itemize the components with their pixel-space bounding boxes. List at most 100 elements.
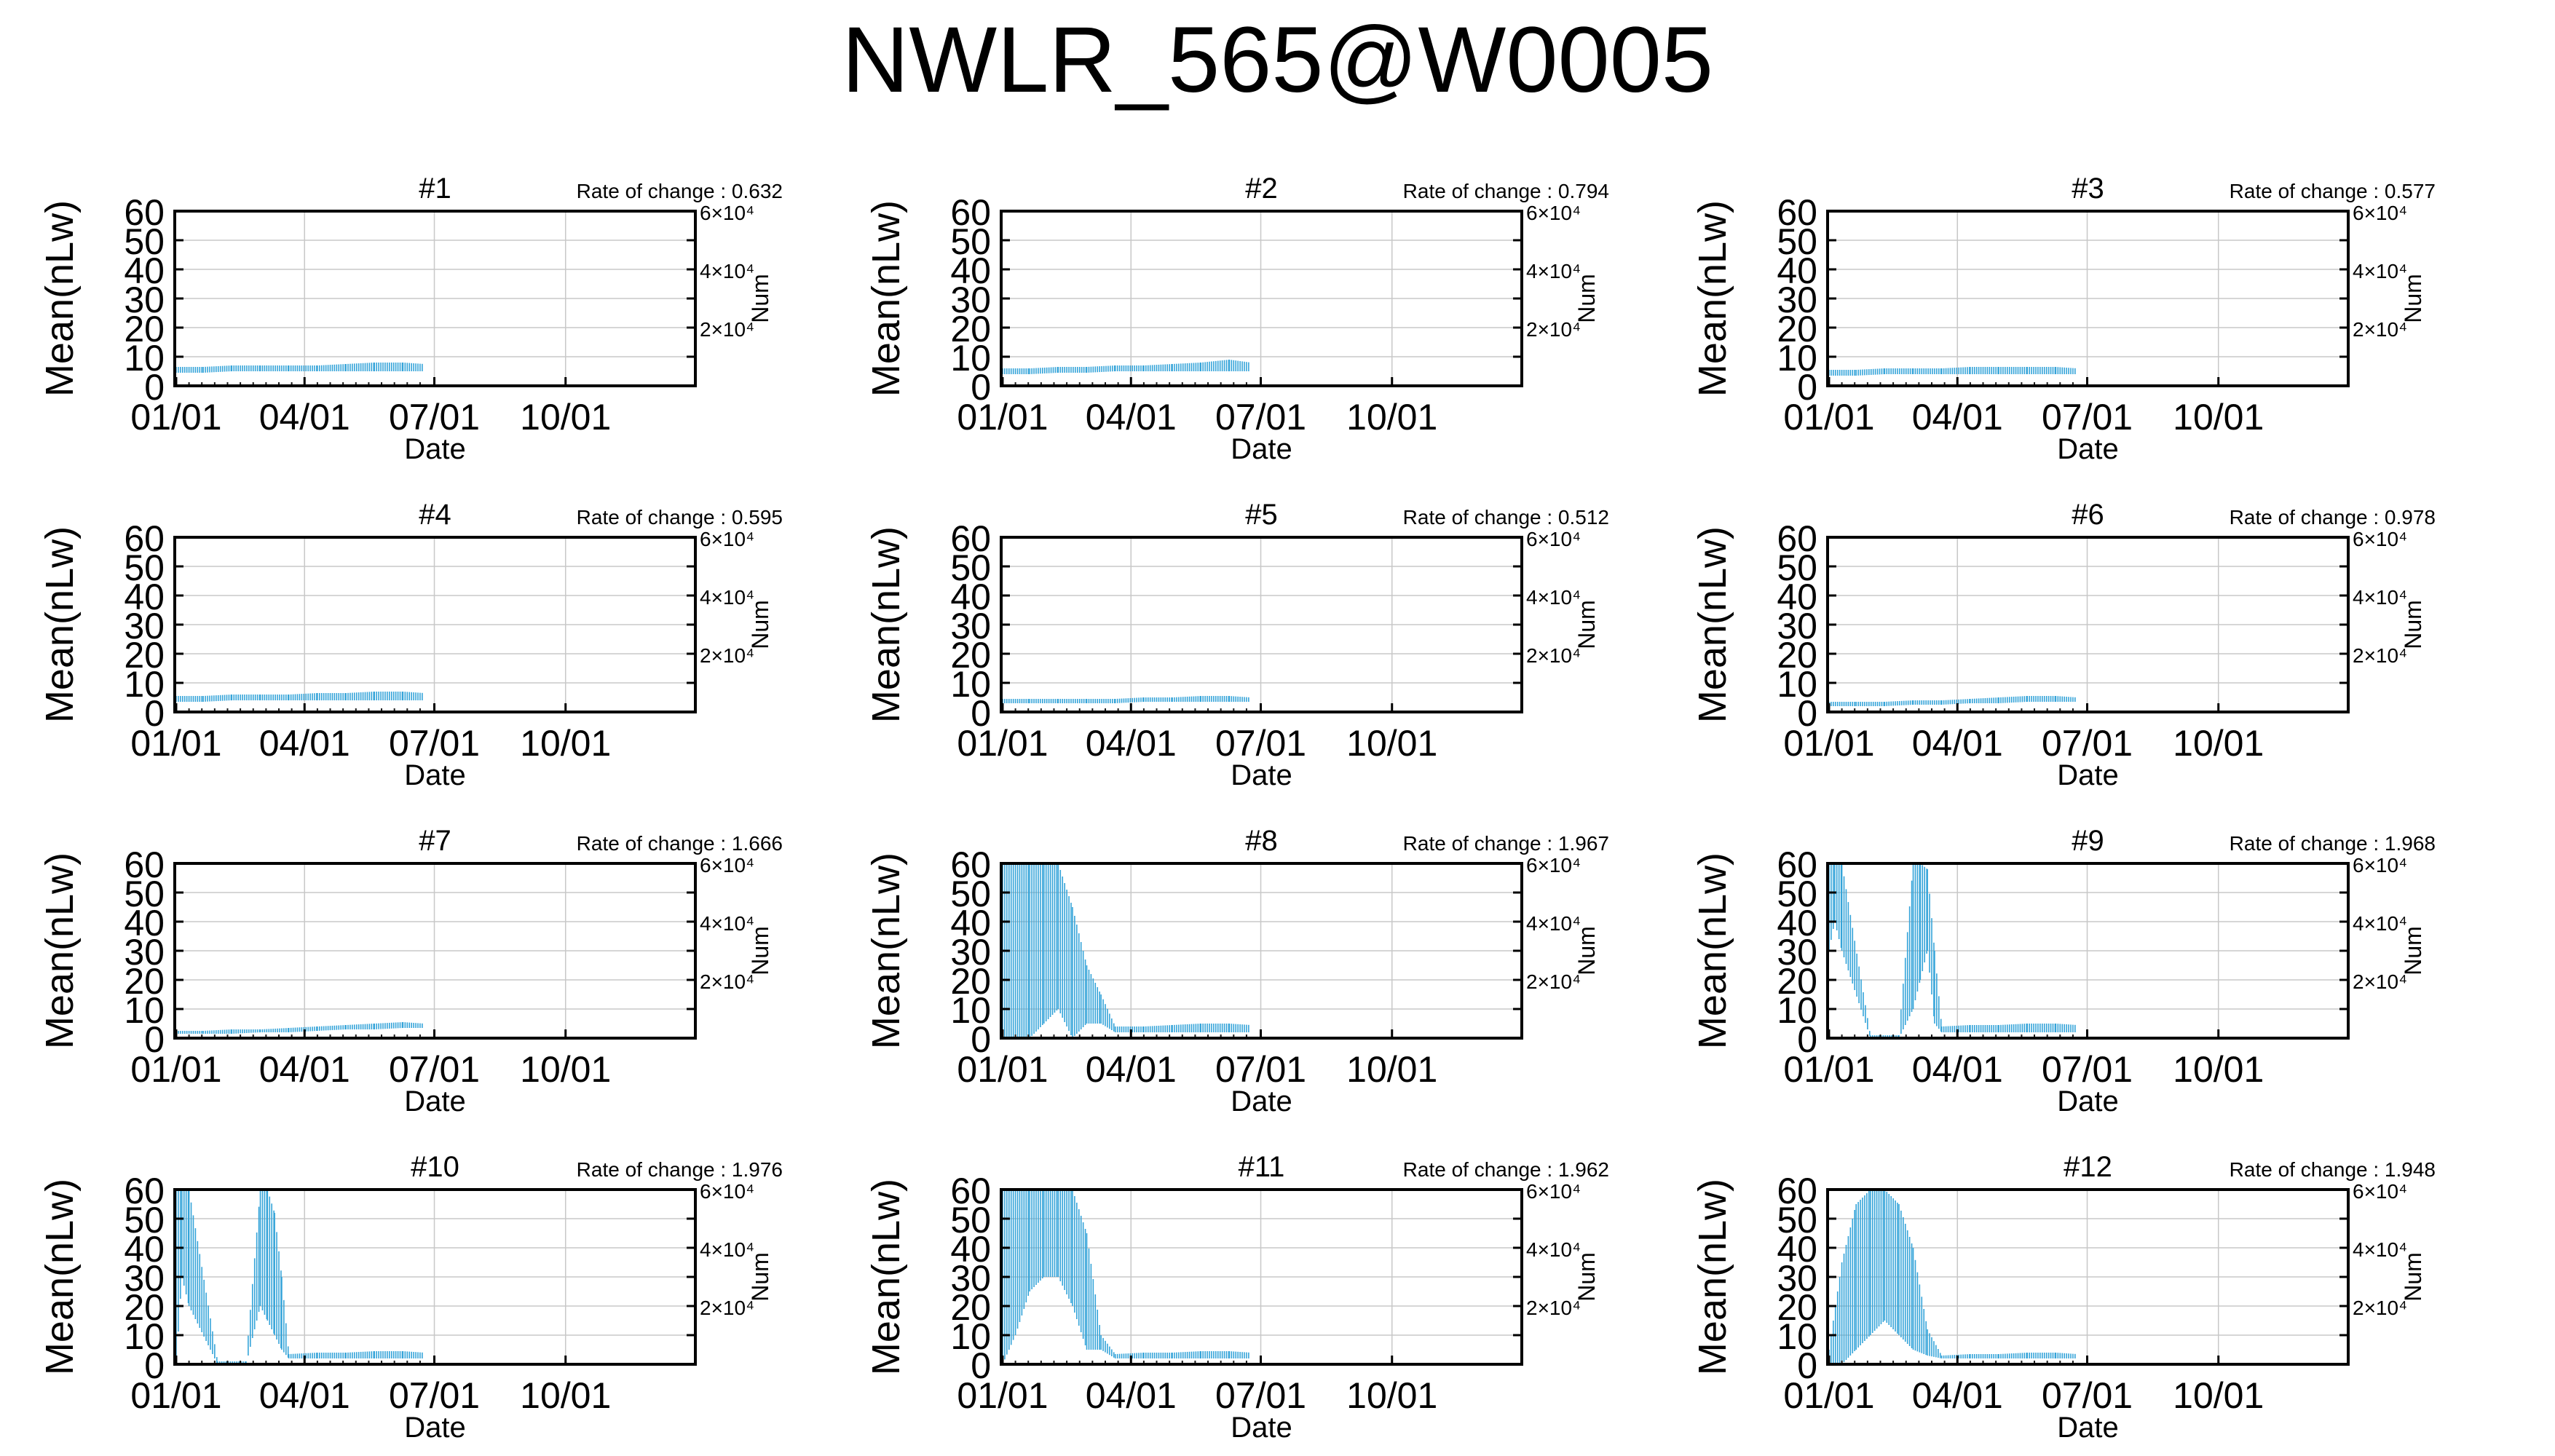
x-axis-label: Date — [2057, 433, 2119, 465]
y-tick-label: 20 — [950, 635, 991, 676]
x-tick-label: 07/01 — [1215, 1375, 1306, 1416]
x-tick-label: 01/01 — [130, 1049, 221, 1090]
x-axis-label: Date — [1231, 759, 1292, 791]
y-tick-label: 50 — [1777, 221, 1817, 262]
y2-tick-label: 6×10⁴ — [2353, 528, 2407, 550]
x-tick-label: 04/01 — [259, 397, 350, 438]
y2-tick-label: 2×10⁴ — [1526, 970, 1581, 993]
y-tick-label: 40 — [124, 250, 165, 291]
y-tick-label: 0 — [144, 1345, 165, 1386]
y-tick-label: 0 — [144, 693, 165, 734]
x-tick-label: 04/01 — [259, 1375, 350, 1416]
y2-axis-label: Num — [1573, 274, 1600, 323]
y-tick-label: 30 — [124, 932, 165, 973]
y-tick-label: 40 — [124, 1229, 165, 1270]
y2-tick-label: 6×10⁴ — [700, 202, 754, 224]
y2-tick-label: 6×10⁴ — [1526, 854, 1581, 877]
x-tick-label: 10/01 — [520, 397, 611, 438]
y2-axis-label: Num — [2400, 600, 2426, 649]
y-tick-label: 50 — [1777, 874, 1817, 914]
y-tick-label: 10 — [124, 664, 165, 705]
y2-tick-label: 6×10⁴ — [1526, 528, 1581, 550]
y-axis-label: Mean(nLw) — [1691, 852, 1734, 1049]
y-tick-label: 30 — [950, 606, 991, 646]
y-tick-label: 50 — [124, 547, 165, 588]
panel-title: #8 — [1245, 825, 1278, 857]
y-tick-label: 30 — [124, 1258, 165, 1299]
y2-tick-label: 6×10⁴ — [1526, 1180, 1581, 1203]
y-tick-label: 10 — [950, 664, 991, 705]
x-tick-label: 04/01 — [1912, 723, 2003, 764]
x-tick-label: 01/01 — [957, 397, 1048, 438]
y2-axis-label: Num — [2400, 926, 2426, 976]
y2-tick-label: 6×10⁴ — [2353, 202, 2407, 224]
x-axis-label: Date — [1231, 433, 1292, 465]
y-axis-label: Mean(nLw) — [38, 526, 82, 723]
y2-tick-label: 2×10⁴ — [1526, 318, 1581, 341]
y-axis-label: Mean(nLw) — [1691, 526, 1734, 723]
x-tick-label: 10/01 — [1346, 723, 1437, 764]
x-tick-label: 07/01 — [389, 1375, 480, 1416]
x-tick-label: 04/01 — [259, 1049, 350, 1090]
x-axis-label: Date — [404, 1412, 466, 1444]
x-tick-label: 01/01 — [130, 723, 221, 764]
y-tick-label: 10 — [950, 990, 991, 1031]
rate-of-change-label: Rate of change : 0.978 — [2230, 506, 2436, 529]
y-tick-label: 40 — [1777, 577, 1817, 617]
rate-of-change-label: Rate of change : 0.577 — [2230, 180, 2436, 202]
y-tick-label: 30 — [124, 606, 165, 646]
panel-title: #11 — [1239, 1151, 1285, 1183]
x-tick-label: 07/01 — [389, 1049, 480, 1090]
x-tick-label: 07/01 — [389, 397, 480, 438]
x-axis-label: Date — [2057, 759, 2119, 791]
x-axis-label: Date — [1231, 1085, 1292, 1117]
y2-tick-label: 2×10⁴ — [1526, 1297, 1581, 1319]
x-tick-label: 04/01 — [1912, 397, 2003, 438]
y-tick-label: 20 — [950, 1287, 991, 1328]
rate-of-change-label: Rate of change : 1.976 — [577, 1158, 783, 1181]
x-tick-label: 10/01 — [2173, 1049, 2264, 1090]
y-tick-label: 0 — [971, 1345, 991, 1386]
series-mean — [1828, 367, 2076, 376]
y-tick-label: 10 — [1777, 664, 1817, 705]
series-mean — [1002, 863, 1249, 1038]
y-tick-label: 0 — [1797, 693, 1817, 734]
y2-tick-label: 4×10⁴ — [1526, 1238, 1581, 1261]
y-tick-label: 10 — [124, 338, 165, 379]
rate-of-change-label: Rate of change : 0.794 — [1403, 180, 1609, 202]
y-tick-label: 50 — [124, 874, 165, 914]
x-tick-label: 01/01 — [130, 397, 221, 438]
y2-tick-label: 4×10⁴ — [700, 586, 754, 609]
y-tick-label: 0 — [144, 367, 165, 408]
y-tick-label: 10 — [1777, 1316, 1817, 1357]
series-mean — [1828, 863, 2076, 1038]
y-tick-label: 60 — [124, 192, 165, 233]
series-mean — [1002, 1190, 1249, 1364]
y-axis-label: Mean(nLw) — [1691, 200, 1734, 397]
series-mean — [175, 363, 423, 373]
x-axis-label: Date — [404, 1085, 466, 1117]
y2-tick-label: 6×10⁴ — [700, 1180, 754, 1203]
y-tick-label: 20 — [950, 309, 991, 349]
y2-tick-label: 4×10⁴ — [1526, 260, 1581, 282]
x-tick-label: 01/01 — [1783, 1049, 1874, 1090]
y-tick-label: 30 — [1777, 1258, 1817, 1299]
y-tick-label: 30 — [950, 1258, 991, 1299]
y-tick-label: 0 — [1797, 1019, 1817, 1060]
y-tick-label: 40 — [124, 903, 165, 943]
y-tick-label: 10 — [1777, 990, 1817, 1031]
y2-tick-label: 2×10⁴ — [2353, 644, 2407, 667]
y2-axis-label: Num — [1573, 1252, 1600, 1302]
y2-tick-label: 2×10⁴ — [1526, 644, 1581, 667]
y2-tick-label: 6×10⁴ — [700, 528, 754, 550]
y2-axis-label: Num — [747, 600, 773, 649]
series-mean — [1002, 360, 1249, 374]
x-tick-label: 10/01 — [2173, 1375, 2264, 1416]
series-mean — [1828, 696, 2076, 706]
y2-tick-label: 4×10⁴ — [1526, 586, 1581, 609]
y2-tick-label: 2×10⁴ — [700, 318, 754, 341]
y2-axis-label: Num — [747, 1252, 773, 1302]
y-tick-label: 60 — [124, 1171, 165, 1211]
